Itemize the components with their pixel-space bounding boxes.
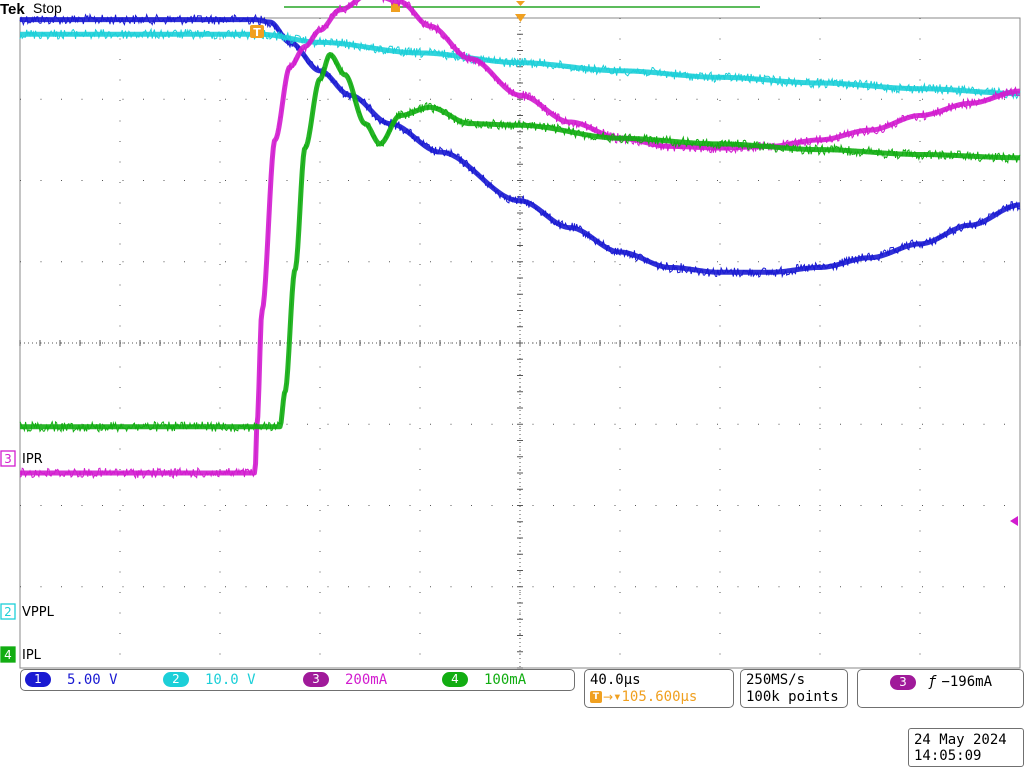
graticule: [19, 17, 1021, 669]
ch1-scale[interactable]: 1 5.00 V: [25, 671, 118, 688]
record-window-marker: [516, 1, 525, 6]
ch3-label: IPR: [22, 452, 43, 467]
trace-noise-ch1: [19, 12, 1021, 279]
ch4-scale[interactable]: 4 100mA: [442, 671, 527, 688]
svg-text:3: 3: [4, 452, 12, 466]
arrow-right-icon: →: [603, 690, 614, 704]
ch2-scale-value: 10.0 V: [205, 671, 256, 688]
ch2-label: VPPL: [22, 605, 55, 620]
ch2-scale[interactable]: 2 10.0 V: [163, 671, 256, 688]
svg-text:2: 2: [4, 605, 12, 619]
ch4-badge: 4: [442, 672, 468, 687]
horizontal-panel[interactable]: 40.0µs T → ▾105.600µs: [584, 669, 734, 708]
ch3-scale-value: 200mA: [345, 671, 388, 688]
svg-text:4: 4: [4, 648, 12, 662]
ch3-badge: 3: [303, 672, 329, 687]
time: 14:05:09: [914, 748, 982, 764]
ch4-scale-value: 100mA: [484, 671, 527, 688]
trigger-source-badge: 3: [890, 674, 916, 690]
vertical-scale-panel: [20, 669, 575, 691]
trace-noise-ch3: [19, 0, 1021, 480]
ch3-ground-marker[interactable]: 3: [0, 450, 16, 467]
ch3-scale[interactable]: 3 200mA: [303, 671, 388, 688]
record-trigger-marker: [391, 3, 400, 12]
ch1-badge: 1: [25, 672, 51, 687]
acquisition-status: Stop: [33, 0, 62, 16]
ch4-ground-marker[interactable]: 4: [0, 646, 16, 663]
ch4-label: IPL: [22, 648, 42, 663]
trigger-level-marker[interactable]: [1010, 516, 1018, 526]
trigger-panel[interactable]: 3 ƒ −196mA: [857, 669, 1024, 708]
timebase-value: 40.0µs: [590, 672, 641, 688]
record-length: 100k points: [746, 689, 839, 705]
trigger-position-icon: T: [590, 691, 602, 703]
datetime-panel: 24 May 2024 14:05:09: [908, 728, 1024, 767]
trigger-position-marker[interactable]: T: [250, 25, 264, 39]
svg-text:T: T: [253, 26, 261, 39]
brand-logo: Tek: [0, 1, 25, 18]
time-offset-marker[interactable]: [515, 14, 526, 22]
trace-noise-ch4: [19, 52, 1021, 434]
trace-noise-ch2: [19, 27, 1021, 100]
date: 24 May 2024: [914, 732, 1007, 748]
sample-rate: 250MS/s: [746, 672, 806, 688]
rising-edge-icon: ƒ: [928, 674, 937, 690]
ch2-badge: 2: [163, 672, 189, 687]
waveform-traces: [18, 0, 1022, 480]
trigger-position-value: ▾105.600µs: [613, 689, 698, 705]
ch2-ground-marker[interactable]: 2: [0, 603, 16, 620]
ch1-scale-value: 5.00 V: [67, 671, 118, 688]
trigger-level-value: −196mA: [941, 674, 993, 690]
trace-ch3: [18, 0, 1022, 476]
acquisition-panel[interactable]: 250MS/s 100k points: [740, 669, 848, 708]
